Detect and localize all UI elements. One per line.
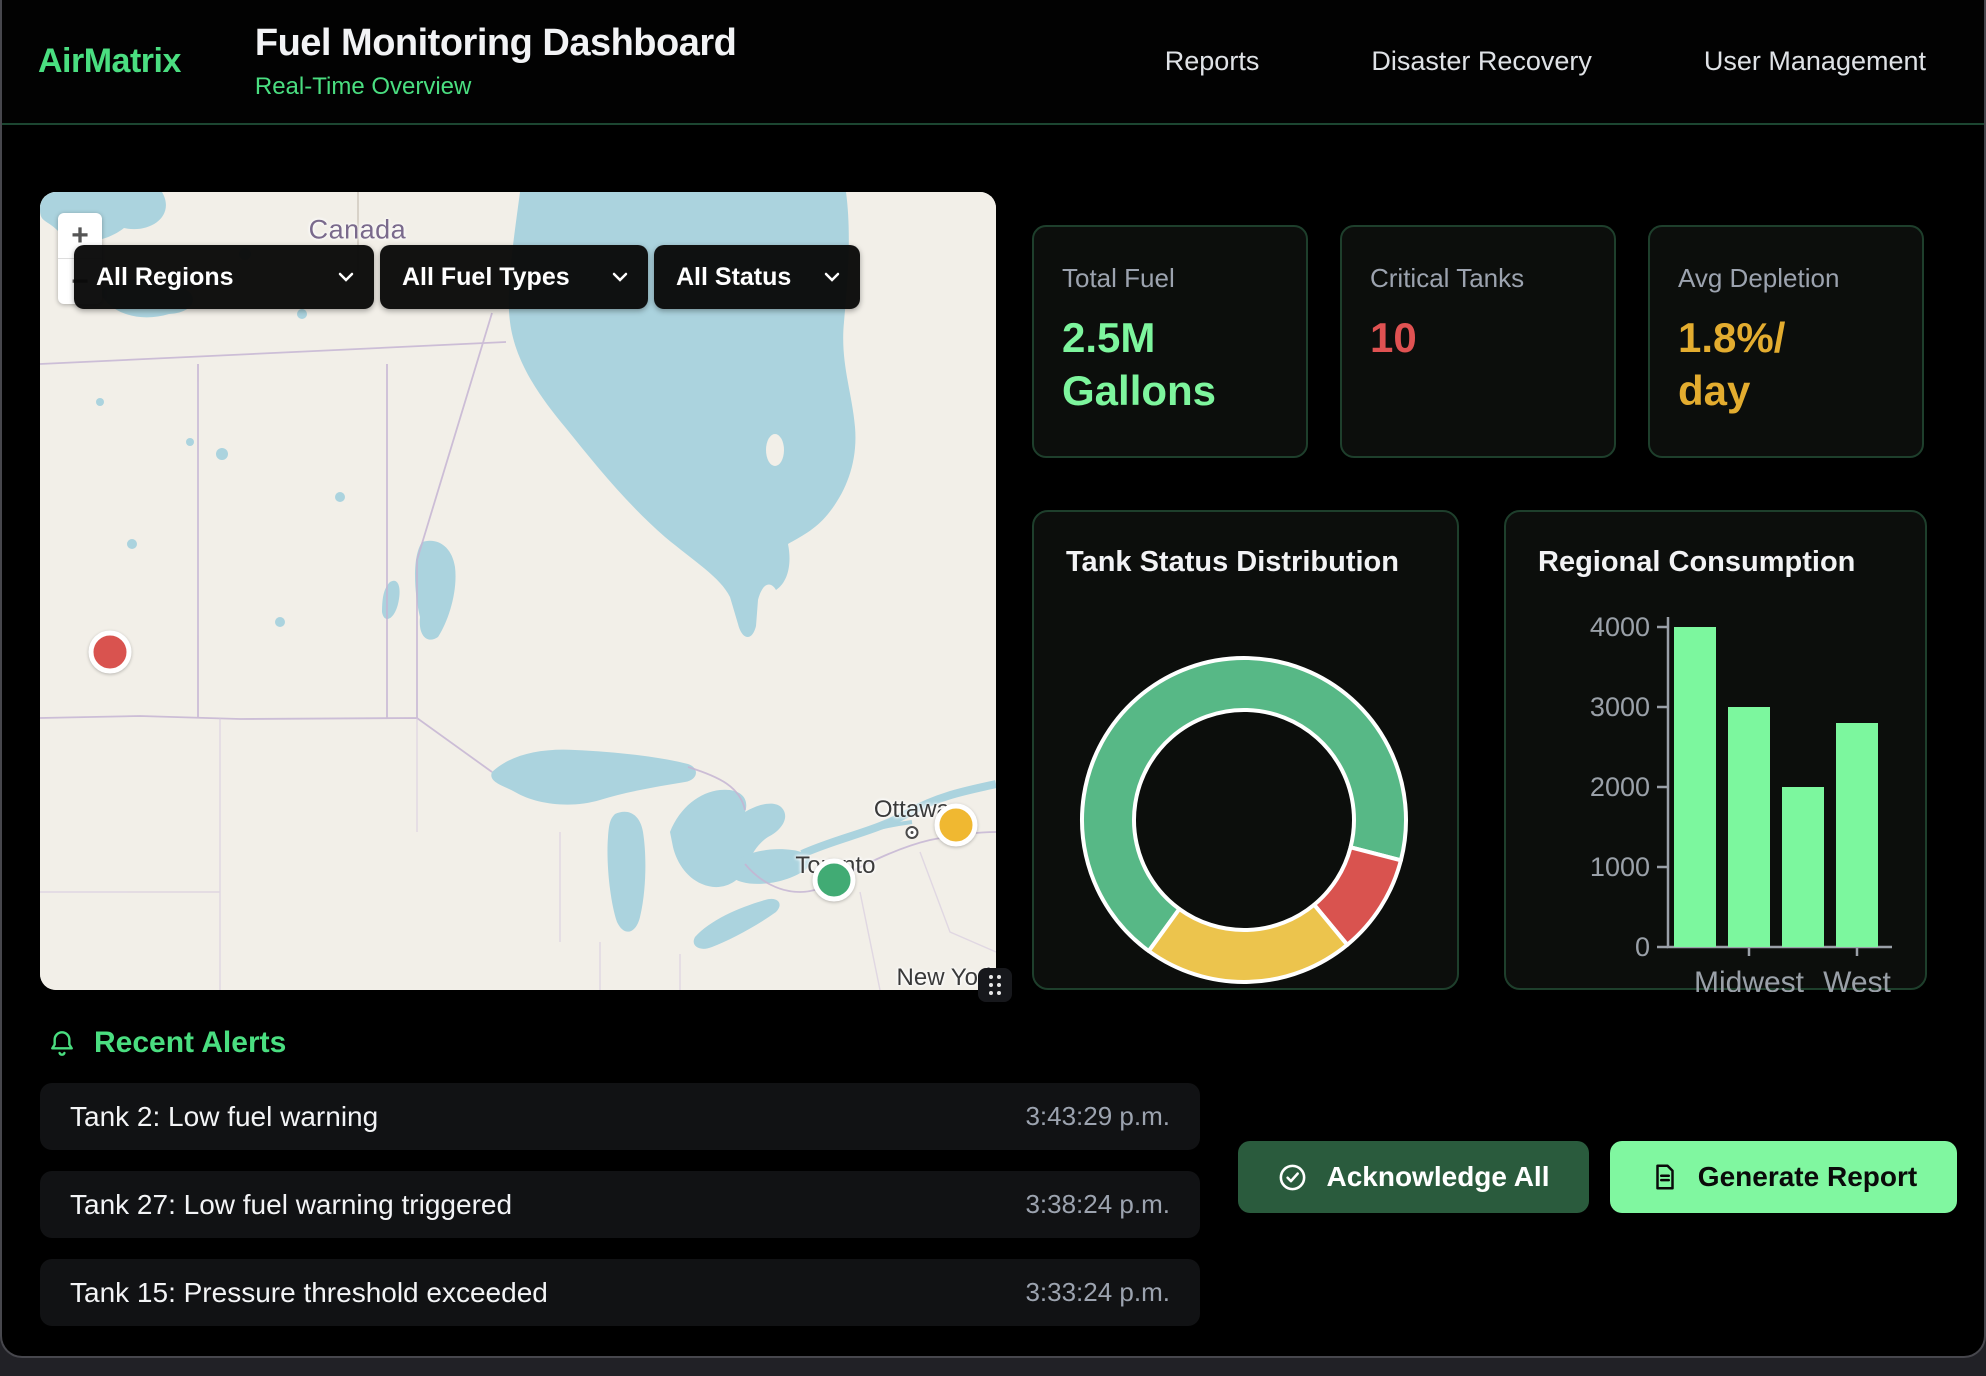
stats-row: Total Fuel 2.5M Gallons Critical Tanks 1… (1032, 225, 1924, 458)
svg-text:2000: 2000 (1590, 772, 1650, 802)
alert-text: Tank 2: Low fuel warning (70, 1100, 379, 1132)
status-filter-dropdown[interactable]: All Status (654, 245, 860, 309)
donut-chart-title: Tank Status Distribution (1066, 546, 1399, 578)
nav-disaster-recovery[interactable]: Disaster Recovery (1371, 46, 1592, 76)
svg-text:Midwest: Midwest (1694, 966, 1805, 992)
map-resize-handle-icon[interactable] (978, 968, 1012, 1002)
chevron-down-icon (338, 272, 354, 282)
city-dot-icon (905, 825, 919, 839)
stat-card-avg-depletion: Avg Depletion 1.8%/day (1648, 225, 1924, 458)
region-filter-dropdown[interactable]: All Regions (74, 245, 374, 309)
region-filter-value: All Regions (96, 262, 234, 291)
map-area: Canada Ottawa Toronto New York + − All R… (40, 192, 1012, 1002)
status-filter-value: All Status (676, 262, 792, 291)
bell-icon (51, 1031, 73, 1056)
alert-text: Tank 15: Pressure threshold exceeded (70, 1276, 548, 1308)
generate-report-button[interactable]: Generate Report (1610, 1141, 1957, 1213)
acknowledge-all-button[interactable]: Acknowledge All (1238, 1141, 1589, 1213)
tank-marker-normal[interactable] (812, 858, 856, 902)
fuel-type-filter-value: All Fuel Types (402, 262, 570, 291)
regional-consumption-bar-chart: 0 1000 2000 3000 4000 Midwest West (1506, 512, 1925, 999)
svg-text:3000: 3000 (1590, 692, 1650, 722)
chevron-down-icon (824, 272, 840, 282)
brand-logo[interactable]: AirMatrix (38, 42, 181, 80)
acknowledge-all-label: Acknowledge All (1326, 1161, 1550, 1192)
svg-text:1000: 1000 (1590, 852, 1650, 882)
check-circle-icon (1280, 1164, 1306, 1190)
document-icon (1656, 1164, 1674, 1190)
stat-value: 10 (1370, 314, 1417, 361)
alert-time: 3:33:24 p.m. (1025, 1277, 1170, 1307)
page-subtitle: Real-Time Overview (254, 73, 472, 100)
chevron-down-icon (612, 272, 628, 282)
alert-time: 3:38:24 p.m. (1025, 1189, 1170, 1219)
alerts-header: Recent Alerts (46, 1026, 286, 1060)
fuel-type-filter-dropdown[interactable]: All Fuel Types (380, 245, 648, 309)
zoom-in-button[interactable]: + (71, 218, 89, 252)
map-label-canada: Canada (308, 214, 407, 245)
tank-status-donut-chart (1074, 650, 1414, 990)
nav-user-management[interactable]: User Management (1703, 46, 1926, 76)
stat-label: Total Fuel (1062, 263, 1175, 293)
stat-label: Avg Depletion (1678, 263, 1840, 293)
tank-status-card: Tank Status Distribution (1032, 510, 1459, 990)
tank-marker-warning[interactable] (934, 803, 978, 847)
tank-marker-critical[interactable] (88, 630, 132, 674)
main-nav: Reports Disaster Recovery User Managemen… (1165, 46, 1926, 77)
stat-card-total-fuel: Total Fuel 2.5M Gallons (1032, 225, 1308, 458)
svg-text:4000: 4000 (1590, 612, 1650, 642)
title-block: Fuel Monitoring Dashboard Real-Time Over… (254, 22, 737, 101)
nav-reports[interactable]: Reports (1164, 46, 1260, 76)
header: AirMatrix Fuel Monitoring Dashboard Real… (2, 0, 1984, 125)
alert-row[interactable]: Tank 2: Low fuel warning 3:43:29 p.m. (40, 1083, 1200, 1150)
generate-report-label: Generate Report (1697, 1161, 1918, 1192)
svg-text:0: 0 (1635, 932, 1650, 962)
page-title: Fuel Monitoring Dashboard (254, 22, 737, 64)
alert-row[interactable]: Tank 27: Low fuel warning triggered 3:38… (40, 1171, 1200, 1238)
stat-value: 1.8%/day (1678, 314, 1786, 414)
alert-time: 3:43:29 p.m. (1025, 1101, 1170, 1131)
stat-card-critical-tanks: Critical Tanks 10 (1340, 225, 1616, 458)
map-filter-bar: All Regions All Fuel Types All Status (74, 245, 860, 309)
regional-consumption-card: Regional Consumption 0 1000 2000 3000 4000 Mi… (1504, 510, 1927, 999)
map-canvas[interactable]: Canada Ottawa Toronto New York (40, 192, 996, 990)
alert-row[interactable]: Tank 15: Pressure threshold exceeded 3:3… (40, 1259, 1200, 1326)
stat-value: 2.5M Gallons (1062, 314, 1217, 414)
bar-chart-title: Regional Consumption (1538, 546, 1856, 578)
alerts-title: Recent Alerts (94, 1026, 287, 1059)
stat-label: Critical Tanks (1370, 263, 1525, 293)
svg-text:West: West (1823, 966, 1891, 992)
alert-text: Tank 27: Low fuel warning triggered (70, 1188, 513, 1220)
